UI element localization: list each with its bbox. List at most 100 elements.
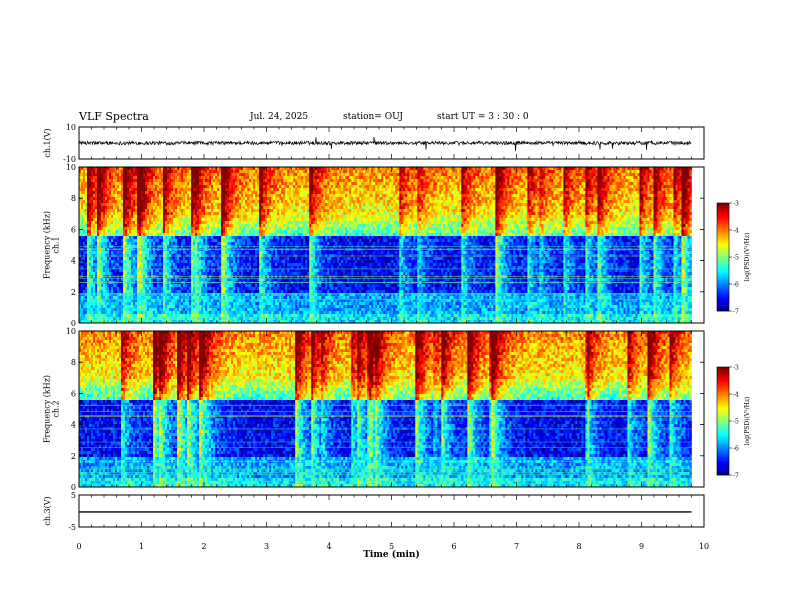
spectrogram-cell (267, 269, 269, 272)
spectrogram-cell (231, 197, 233, 200)
spectrogram-cell (185, 209, 187, 212)
spectrogram-cell (247, 206, 249, 209)
spectrogram-cell (155, 170, 157, 173)
spectrogram-cell (127, 236, 129, 239)
spectrogram-cell (183, 194, 185, 197)
spectrogram-cell (193, 245, 195, 248)
spectrogram-cell (87, 179, 89, 182)
spectrogram-cell (207, 260, 209, 263)
spectrogram-cell (259, 212, 261, 215)
spectrogram-cell (211, 176, 213, 179)
spectrogram-cell (147, 272, 149, 275)
spectrogram-cell (123, 305, 125, 308)
spectrogram-cell (121, 224, 123, 227)
spectrogram-cell (203, 305, 205, 308)
spectrogram-cell (149, 239, 151, 242)
spectrogram-cell (219, 272, 221, 275)
spectrogram-cell (97, 188, 99, 191)
spectrogram-cell (159, 305, 161, 308)
spectrogram-cell (229, 215, 231, 218)
spectrogram-cell (247, 170, 249, 173)
spectrogram-cell (217, 209, 219, 212)
spectrogram-cell (189, 218, 191, 221)
spectrogram-cell (121, 251, 123, 254)
spectrogram-cell (173, 245, 175, 248)
spectrogram-cell (109, 206, 111, 209)
spectrogram-cell (161, 257, 163, 260)
spectrogram-cell (185, 314, 187, 317)
spectrogram-cell (121, 260, 123, 263)
spectrogram-cell (163, 227, 165, 230)
spectrogram-cell (221, 221, 223, 224)
spectrogram-cell (215, 290, 217, 293)
spectrogram-cell (185, 287, 187, 290)
spectrogram-cell (181, 212, 183, 215)
spectrogram-cell (119, 269, 121, 272)
spectrogram-cell (167, 200, 169, 203)
spectrogram-cell (101, 203, 103, 206)
spectrogram-cell (137, 287, 139, 290)
spectrogram-cell (265, 251, 267, 254)
spectrogram-cell (143, 314, 145, 317)
spectrogram-cell (249, 188, 251, 191)
spectrogram-cell (209, 239, 211, 242)
spectrogram-cell (205, 209, 207, 212)
spectrogram-cell (263, 209, 265, 212)
spectrogram-cell (97, 284, 99, 287)
spectrogram-cell (97, 173, 99, 176)
spectrogram-cell (203, 176, 205, 179)
spectrogram-cell (131, 305, 133, 308)
spectrogram-cell (99, 197, 101, 200)
spectrogram-cell (171, 260, 173, 263)
spectrogram-cell (119, 257, 121, 260)
spectrogram-cell (167, 236, 169, 239)
spectrogram-cell (235, 242, 237, 245)
spectrogram-cell (147, 221, 149, 224)
spectrogram-cell (173, 224, 175, 227)
spectrogram-cell (171, 254, 173, 257)
spectrogram-cell (249, 233, 251, 236)
spectrogram-cell (83, 257, 85, 260)
spectrogram-cell (259, 209, 261, 212)
spectrogram-cell (163, 218, 165, 221)
spectrogram-cell (263, 218, 265, 221)
spectrogram-cell (189, 260, 191, 263)
spectrogram-cell (231, 239, 233, 242)
spectrogram-cell (187, 272, 189, 275)
spectrogram-cell (121, 221, 123, 224)
spectrogram-cell (199, 239, 201, 242)
spectrogram-cell (153, 194, 155, 197)
spectrogram-cell (227, 197, 229, 200)
spectrogram-cell (125, 287, 127, 290)
spectrogram-cell (149, 293, 151, 296)
spectrogram-cell (211, 311, 213, 314)
spectrogram-cell (249, 296, 251, 299)
spectrogram-cell (89, 260, 91, 263)
spectrogram-cell (241, 230, 243, 233)
spectrogram-cell (147, 194, 149, 197)
spectrogram-cell (93, 257, 95, 260)
spectrogram-cell (217, 188, 219, 191)
spectrogram-cell (165, 218, 167, 221)
spectrogram-cell (147, 290, 149, 293)
spectrogram-cell (125, 272, 127, 275)
spectrogram-cell (229, 197, 231, 200)
spectrogram-cell (105, 302, 107, 305)
spectrogram-cell (227, 302, 229, 305)
spectrogram-cell (199, 194, 201, 197)
spectrogram-cell (99, 209, 101, 212)
spectrogram-cell (251, 173, 253, 176)
spectrogram-cell (225, 290, 227, 293)
spectrogram-cell (255, 269, 257, 272)
spectrogram-cell (123, 212, 125, 215)
spectrogram-cell (141, 287, 143, 290)
spectrogram-cell (173, 296, 175, 299)
spectrogram-cell (147, 311, 149, 314)
spectrogram-cell (243, 191, 245, 194)
spectrogram-cell (103, 203, 105, 206)
spectrogram-cell (89, 215, 91, 218)
spectrogram-cell (169, 296, 171, 299)
spectrogram-cell (155, 230, 157, 233)
spectrogram-cell (135, 257, 137, 260)
spectrogram-cell (129, 311, 131, 314)
